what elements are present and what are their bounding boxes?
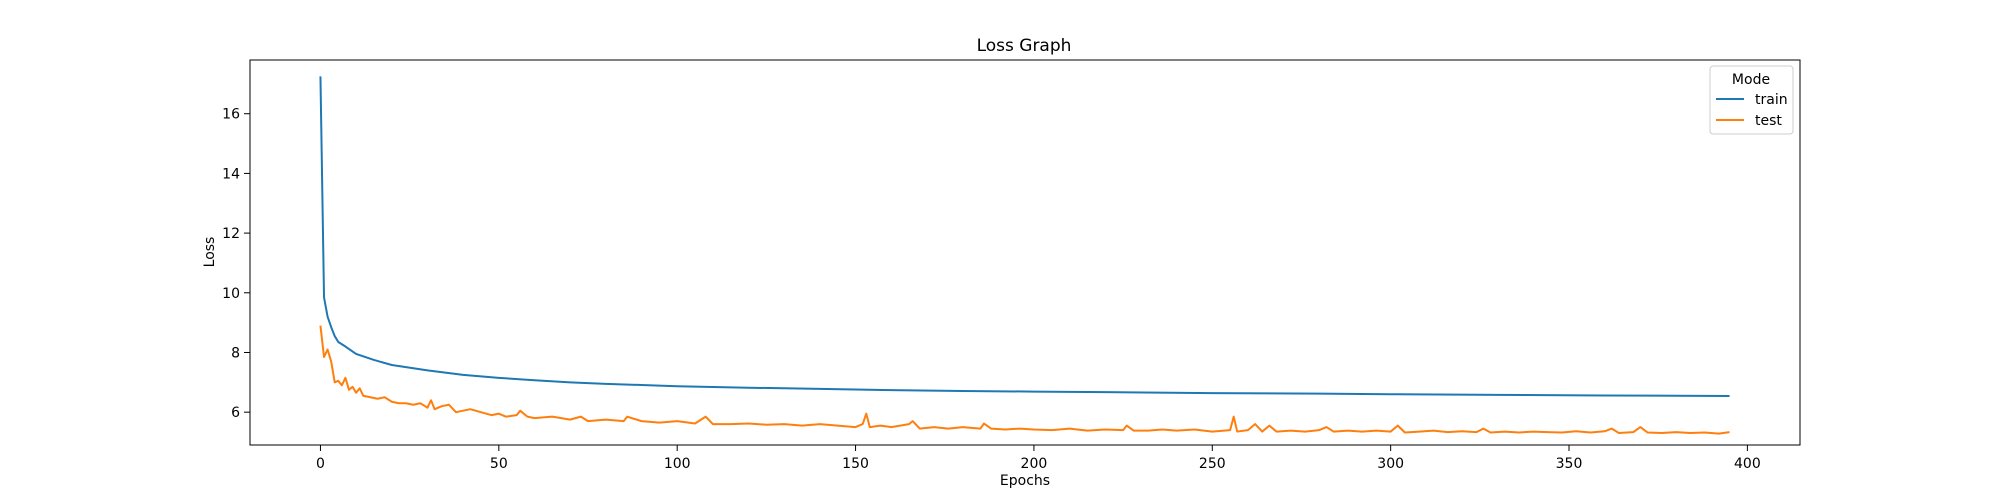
x-axis-label: Epochs xyxy=(1000,473,1050,489)
y-tick-label: 6 xyxy=(231,405,240,421)
plot-area xyxy=(250,60,1800,445)
y-tick-label: 10 xyxy=(222,286,240,302)
legend-label-test: test xyxy=(1755,113,1782,129)
y-axis: 6 8 10 12 14 16 xyxy=(222,107,250,421)
y-tick-label: 12 xyxy=(222,226,240,242)
x-tick-label: 150 xyxy=(842,456,869,472)
y-axis-label: Loss xyxy=(202,237,218,268)
x-tick-label: 200 xyxy=(1021,456,1048,472)
x-tick-label: 0 xyxy=(316,456,325,472)
y-tick-label: 8 xyxy=(231,345,240,361)
x-tick-label: 100 xyxy=(664,456,691,472)
legend: Mode train test xyxy=(1709,65,1794,135)
plot-frame xyxy=(249,59,1801,446)
x-tick-label: 250 xyxy=(1199,456,1226,472)
legend-title: Mode xyxy=(1732,72,1770,88)
series-line-test xyxy=(319,325,1730,435)
x-tick-label: 50 xyxy=(490,456,508,472)
x-tick-label: 400 xyxy=(1734,456,1761,472)
y-tick-label: 14 xyxy=(222,166,240,182)
x-axis: 0 50 100 150 200 250 300 350 400 xyxy=(316,445,1761,472)
x-tick-label: 300 xyxy=(1377,456,1404,472)
x-tick-label: 350 xyxy=(1556,456,1583,472)
series-line-train xyxy=(319,76,1730,398)
legend-box xyxy=(1709,65,1794,135)
y-tick-label: 16 xyxy=(222,107,240,123)
chart-title: Loss Graph xyxy=(977,36,1072,56)
series-layer xyxy=(319,76,1730,435)
legend-label-train: train xyxy=(1755,92,1788,108)
